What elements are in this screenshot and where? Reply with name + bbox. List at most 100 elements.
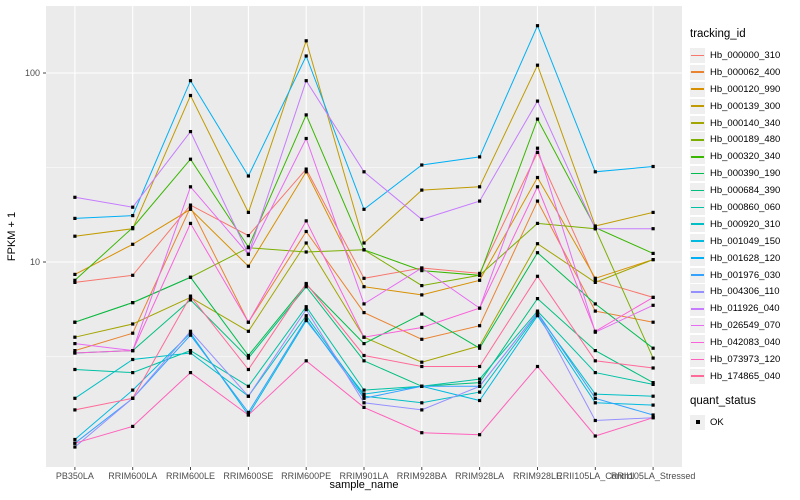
- data-point: [188, 221, 193, 225]
- data-point: [651, 227, 655, 231]
- legend-swatch-line: [691, 122, 704, 124]
- data-point: [131, 371, 135, 375]
- data-point: [478, 377, 482, 381]
- data-point: [651, 346, 655, 350]
- legend-item-label: Hb_000320_340: [710, 151, 781, 163]
- data-point: [420, 266, 424, 270]
- legend-key: [690, 149, 705, 165]
- legend-swatch-line: [691, 307, 704, 310]
- data-point: [131, 214, 135, 218]
- data-point: [593, 276, 597, 280]
- data-point: [362, 394, 366, 398]
- data-point: [131, 396, 135, 400]
- data-point: [304, 250, 308, 254]
- data-point: [131, 322, 135, 326]
- data-point: [535, 242, 540, 246]
- x-tick-label: PB350LA: [56, 471, 94, 481]
- data-point: [304, 314, 308, 318]
- legend-item-label: Hb_042083_040: [710, 337, 781, 349]
- data-point: [651, 413, 655, 417]
- data-point: [246, 174, 250, 178]
- data-point: [535, 117, 540, 121]
- legend-key: [690, 301, 705, 317]
- data-point: [246, 394, 250, 398]
- legend-item-label: Hb_001049_150: [710, 235, 781, 247]
- data-point: [304, 308, 308, 312]
- legend-key: [690, 98, 705, 114]
- data-point: [478, 324, 482, 328]
- data-point: [478, 199, 482, 203]
- y-tick-label: 100: [25, 68, 40, 78]
- legend-swatch-line: [691, 71, 704, 74]
- data-point: [651, 258, 655, 262]
- data-point: [362, 285, 366, 289]
- legend-key: [690, 166, 705, 182]
- legend-item-Hb_000189_480: Hb_000189_480: [690, 131, 798, 148]
- data-point: [651, 403, 655, 407]
- data-point: [362, 276, 366, 280]
- data-point: [131, 424, 135, 428]
- data-point: [73, 441, 77, 445]
- legend-item-Hb_174865_040: Hb_174865_040: [690, 368, 798, 385]
- legend-item-Hb_001049_150: Hb_001049_150: [690, 233, 798, 250]
- data-point: [304, 79, 308, 83]
- legend-item-label: Hb_000000_310: [710, 49, 781, 61]
- data-point: [188, 329, 193, 333]
- legend-item-Hb_001976_030: Hb_001976_030: [690, 267, 798, 284]
- x-tick-label: RRIM928BA: [397, 471, 447, 481]
- data-point: [73, 367, 77, 372]
- data-point: [478, 344, 482, 348]
- data-point: [362, 241, 366, 245]
- data-point: [593, 371, 597, 375]
- data-point: [593, 280, 597, 284]
- data-point: [362, 248, 366, 252]
- data-point: [362, 392, 366, 396]
- legend-swatch-line: [691, 172, 704, 175]
- legend-item-Hb_000390_190: Hb_000390_190: [690, 165, 798, 182]
- data-point: [304, 241, 308, 245]
- legend-swatch-line: [691, 257, 704, 259]
- data-point: [535, 297, 540, 301]
- data-point: [188, 275, 193, 279]
- x-tick-label: RRIM600PE: [281, 471, 331, 481]
- data-point: [478, 381, 482, 385]
- legend-key: [690, 64, 705, 80]
- legend-item-label: Hb_000189_480: [710, 134, 781, 146]
- x-tick-label: RRIM600LE: [166, 471, 215, 481]
- data-point: [651, 295, 655, 299]
- data-point: [362, 405, 366, 409]
- quant-ok-square-icon: [695, 420, 700, 425]
- data-point: [420, 431, 424, 435]
- data-point: [478, 390, 482, 394]
- data-point: [593, 302, 597, 306]
- data-point: [304, 229, 308, 234]
- legend-swatch-line: [691, 341, 704, 344]
- legend-quant-block: quant_status OK: [690, 395, 798, 431]
- data-point: [131, 273, 135, 277]
- data-point: [478, 271, 482, 275]
- data-point: [593, 392, 597, 396]
- data-point: [593, 418, 597, 423]
- data-point: [362, 311, 366, 315]
- data-point: [362, 170, 366, 174]
- data-point: [73, 408, 77, 412]
- data-point: [651, 251, 655, 255]
- x-axis-title: sample_name: [329, 479, 399, 491]
- data-point: [188, 185, 193, 189]
- data-point: [593, 278, 597, 282]
- legend-key: [690, 414, 705, 430]
- data-point: [420, 188, 424, 192]
- data-point: [420, 364, 424, 369]
- data-point: [420, 269, 424, 273]
- data-point: [420, 408, 424, 412]
- data-point: [246, 367, 250, 372]
- legend-swatch-line: [691, 274, 704, 276]
- legend-item-Hb_000920_310: Hb_000920_310: [690, 216, 798, 233]
- data-point: [535, 150, 540, 154]
- legend-key: [690, 284, 705, 300]
- y-axis-title: FPKM + 1: [6, 211, 18, 262]
- legend-item-Hb_000120_990: Hb_000120_990: [690, 81, 798, 98]
- legend-item-label: Hb_001976_030: [710, 269, 781, 281]
- data-point: [131, 331, 135, 335]
